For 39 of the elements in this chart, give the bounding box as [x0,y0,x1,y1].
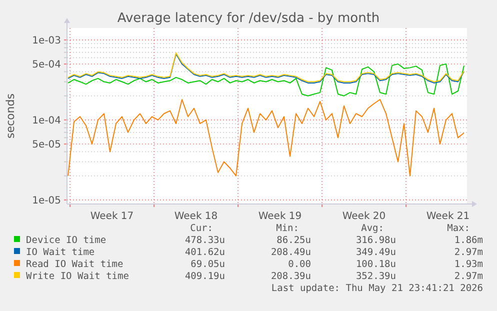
text: 208.39u [270,271,311,282]
text: 409.19u [184,271,225,282]
x-tick-label: Week 17 [90,211,134,222]
legend-label: Device IO time [26,235,106,246]
y-tick-label: 1e-03 [32,35,61,46]
line-series [68,99,464,176]
text: Min: [276,223,299,234]
text: 2.97m [454,271,484,282]
text: 208.49u [270,247,311,258]
y-tick-label: 1e-05 [32,195,61,206]
chart-title: Average latency for /dev/sda - by month [117,11,380,26]
line-series [68,64,464,96]
legend-label: Read IO Wait time [26,259,124,270]
legend-label: IO Wait time [26,247,95,258]
text: 1.86m [454,235,484,246]
x-tick-label: Week 18 [174,211,218,222]
text: 86.25u [276,235,311,246]
text: 352.39u [356,271,396,282]
text: 2.97m [454,247,484,258]
y-tick-label: 1e-04 [32,115,61,126]
text: 0.00 [288,259,312,270]
y-tick-label: 5e-05 [32,140,61,151]
text: 349.49u [356,247,396,258]
text: 401.62u [184,247,225,258]
text: 100.18u [356,259,396,270]
text: Last update: Thu May 21 23:41:21 2026 [271,283,484,294]
text: Cur: [190,223,213,234]
text: 1.93m [454,259,484,270]
y-axis-title: seconds [4,93,17,138]
x-tick-label: Week 19 [258,211,302,222]
text: Max: [447,223,470,234]
legend-label: Write IO Wait time [26,271,130,282]
text: Avg: [361,223,384,234]
x-tick-label: Week 20 [342,211,386,222]
text: 478.33u [184,235,225,246]
text: 69.05u [190,259,225,270]
x-tick-label: Week 21 [426,211,470,222]
y-tick-label: 5e-04 [32,60,61,71]
text: 316.98u [356,235,396,246]
